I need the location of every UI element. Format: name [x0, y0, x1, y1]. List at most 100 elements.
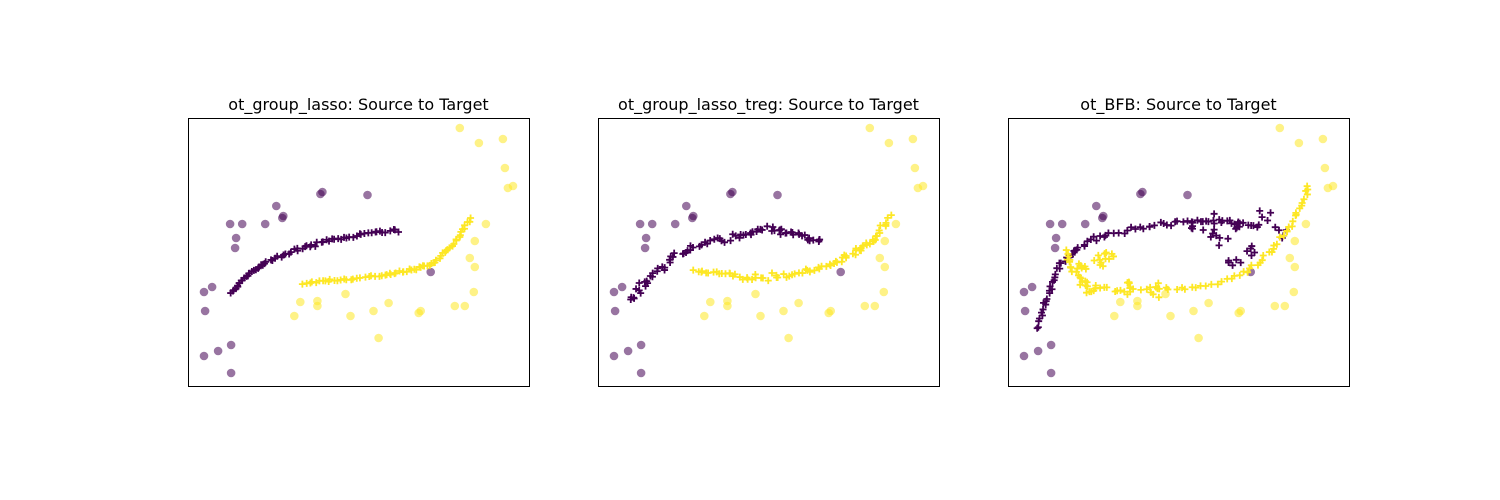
- transported-sample-marker: [1300, 195, 1308, 203]
- scatter-point: [636, 340, 646, 350]
- scatter-point: [860, 301, 870, 311]
- panel-1: ot_group_lasso: Source to Target: [188, 95, 530, 387]
- transported-sample-marker: [1216, 234, 1224, 242]
- scatter-point: [230, 243, 240, 253]
- transported-sample-marker: [706, 236, 714, 244]
- transported-sample-marker: [1051, 270, 1059, 278]
- transported-sample-marker: [432, 256, 440, 264]
- transported-sample-marker: [1155, 293, 1163, 301]
- transported-sample-marker: [669, 253, 677, 261]
- scatter-point: [636, 368, 646, 378]
- scatter-point: [617, 282, 627, 292]
- scatter-point: [870, 301, 880, 311]
- scatter-point: [1285, 253, 1295, 263]
- transported-sample-marker: [1181, 285, 1189, 293]
- transported-sample-marker: [1215, 241, 1223, 249]
- scatter-point: [481, 219, 491, 229]
- transported-sample-marker: [1207, 280, 1215, 288]
- transported-sample-marker: [1101, 250, 1109, 258]
- scatter-point: [836, 267, 845, 277]
- scatter-point: [1166, 311, 1175, 321]
- transported-sample-marker: [1090, 233, 1098, 241]
- transported-sample-marker: [1099, 262, 1107, 270]
- transported-sample-marker: [832, 257, 840, 265]
- transported-sample-marker: [1039, 305, 1047, 313]
- scatter-point: [918, 181, 928, 191]
- transported-sample-marker: [1234, 218, 1242, 226]
- transported-sample-marker: [791, 270, 799, 278]
- transported-sample-marker: [1126, 284, 1134, 292]
- transported-sample-marker: [1123, 290, 1131, 298]
- panel-title: ot_group_lasso_treg: Source to Target: [618, 95, 919, 115]
- scatter-point: [1270, 301, 1280, 311]
- transported-sample-marker: [774, 273, 782, 281]
- transported-sample-marker: [1247, 261, 1255, 269]
- scatter-point: [460, 301, 470, 311]
- scatter-point: [670, 219, 680, 229]
- transported-sample-marker: [381, 229, 389, 237]
- transported-sample-marker: [1214, 280, 1222, 288]
- transported-sample-marker: [884, 214, 892, 222]
- transported-sample-marker: [1150, 221, 1158, 229]
- transported-sample-marker: [467, 214, 475, 222]
- transported-sample-marker: [1167, 222, 1175, 230]
- transported-sample-marker: [1090, 257, 1098, 265]
- scatter-point: [784, 333, 793, 343]
- scatter-point: [880, 236, 890, 246]
- transported-sample-marker: [689, 266, 697, 274]
- transported-sample-marker: [1125, 278, 1133, 286]
- transported-sample-marker: [1202, 282, 1210, 290]
- transported-sample-marker: [311, 242, 319, 250]
- transported-sample-marker: [273, 252, 281, 260]
- scatter-point: [1189, 306, 1198, 316]
- plot-marks: [199, 123, 518, 378]
- scatter-point: [1092, 201, 1101, 211]
- scatter-point: [1057, 219, 1067, 229]
- transported-sample-marker: [307, 241, 315, 249]
- scatter-point: [1234, 308, 1243, 318]
- scatter-point: [1045, 219, 1055, 229]
- transported-sample-marker: [386, 227, 394, 235]
- scatter-point: [723, 301, 732, 311]
- axes-frame: [1008, 118, 1350, 387]
- transported-sample-marker: [649, 269, 657, 277]
- transported-sample-marker: [1083, 237, 1091, 245]
- transported-sample-marker: [1067, 264, 1075, 272]
- transported-sample-marker: [319, 238, 327, 246]
- scatter-point: [1320, 163, 1330, 173]
- scatter-point: [290, 311, 299, 321]
- transported-sample-marker: [721, 238, 729, 246]
- transported-sample-marker: [326, 275, 334, 283]
- transported-sample-marker: [887, 211, 895, 219]
- plot-marks: [1019, 123, 1338, 378]
- transported-sample-marker: [1273, 240, 1281, 248]
- scatter-point: [1051, 233, 1061, 243]
- scatter-point: [1194, 333, 1203, 343]
- transported-sample-marker: [1043, 295, 1051, 303]
- scatter-point: [199, 351, 209, 361]
- transported-sample-marker: [349, 233, 357, 241]
- transported-sample-marker: [1034, 323, 1042, 331]
- transported-sample-marker: [1280, 232, 1288, 240]
- transported-sample-marker: [1149, 290, 1157, 298]
- transported-sample-marker: [637, 289, 645, 297]
- transported-sample-marker: [1204, 218, 1212, 226]
- scatter-point: [318, 187, 327, 197]
- transported-sample-marker: [759, 274, 767, 282]
- transported-sample-marker: [1090, 287, 1098, 295]
- scatter-point: [1116, 297, 1125, 307]
- scatter-point: [207, 282, 217, 292]
- scatter-point: [879, 287, 889, 297]
- panel-title: ot_BFB: Source to Target: [1080, 95, 1276, 115]
- panel-title: ot_group_lasso: Source to Target: [228, 95, 488, 115]
- scatter-point: [1033, 346, 1043, 356]
- scatter-point: [225, 219, 235, 229]
- scatter-point: [751, 289, 760, 299]
- transported-sample-marker: [1292, 209, 1300, 217]
- transported-sample-marker: [1212, 232, 1220, 240]
- transported-sample-marker: [1146, 222, 1154, 230]
- scatter-point: [384, 298, 393, 308]
- scatter-point: [469, 287, 479, 297]
- scatter-point: [1133, 301, 1142, 311]
- scatter-point: [346, 311, 355, 321]
